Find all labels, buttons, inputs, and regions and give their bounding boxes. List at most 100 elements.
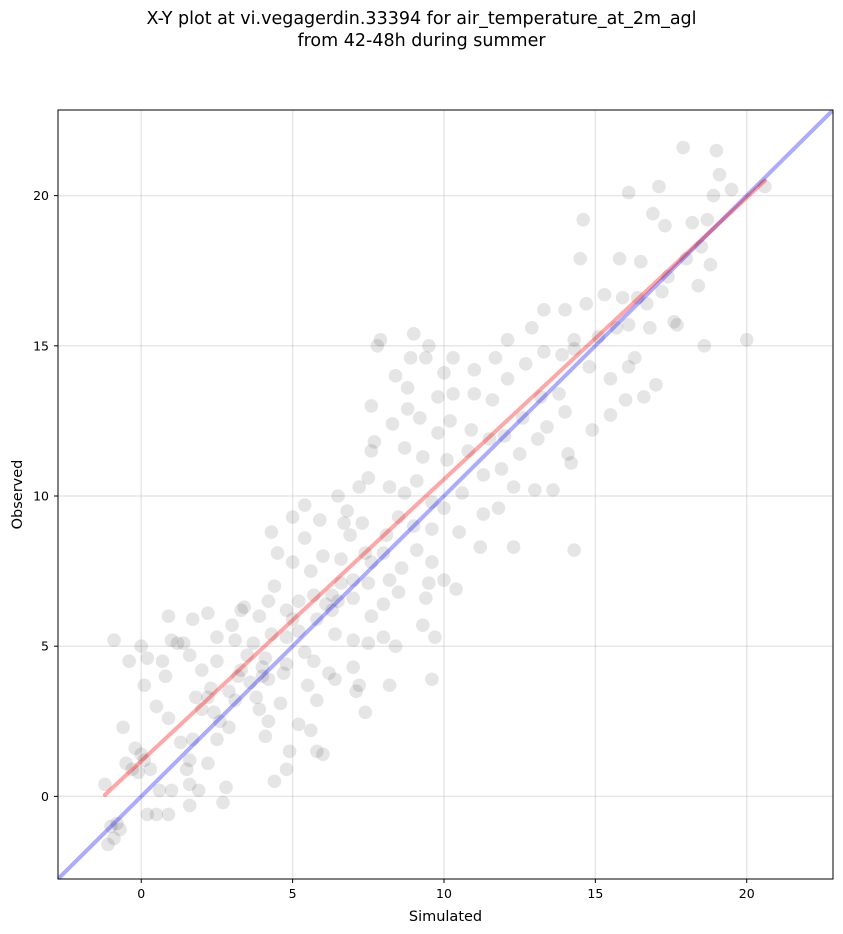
data-point: [258, 651, 273, 666]
data-point: [467, 387, 482, 401]
data-point: [261, 594, 276, 608]
data-point: [661, 269, 675, 284]
data-point: [364, 444, 379, 458]
data-point: [134, 747, 149, 762]
data-point: [364, 399, 379, 413]
data-point: [273, 696, 288, 711]
data-point: [255, 660, 270, 675]
data-point: [179, 762, 194, 777]
data-point: [346, 573, 360, 587]
data-point: [270, 546, 285, 560]
data-point: [137, 753, 152, 768]
data-point: [282, 744, 297, 759]
data-point: [352, 480, 367, 494]
data-point: [194, 663, 209, 678]
data-point: [107, 633, 121, 647]
data-point: [191, 783, 206, 798]
y-tick-label: 20: [33, 188, 49, 203]
data-point: [201, 756, 215, 771]
data-point: [279, 762, 294, 777]
data-point: [621, 185, 636, 200]
data-point: [612, 251, 627, 266]
data-point: [361, 636, 376, 650]
data-point: [394, 561, 409, 575]
data-point: [425, 522, 439, 536]
y-tick-label: 0: [41, 789, 49, 804]
data-point: [476, 468, 491, 482]
data-point: [724, 182, 739, 197]
data-point: [334, 576, 348, 590]
data-point: [346, 633, 360, 647]
data-point: [388, 639, 403, 653]
y-tick-label: 10: [33, 489, 49, 504]
data-point: [216, 795, 230, 810]
data-point: [328, 627, 342, 641]
data-point: [285, 555, 300, 569]
data-point: [376, 597, 391, 611]
data-point: [643, 320, 657, 335]
data-point: [170, 636, 185, 650]
data-point: [694, 239, 709, 254]
data-point: [546, 483, 560, 497]
data-point: [564, 456, 578, 470]
data-point: [706, 188, 721, 203]
data-point: [210, 654, 224, 669]
data-point: [316, 747, 330, 762]
data-point: [297, 531, 312, 545]
data-point: [579, 296, 594, 311]
data-point: [279, 603, 294, 617]
data-point: [201, 690, 215, 705]
data-point: [158, 669, 173, 684]
data-point: [222, 720, 236, 735]
x-tick-label: 5: [289, 886, 297, 901]
chart-title: X-Y plot at vi.vegagerdin.33394 for air_…: [0, 8, 843, 52]
data-point: [603, 372, 618, 386]
data-point: [409, 543, 424, 557]
data-point: [425, 495, 439, 509]
data-point: [388, 369, 403, 383]
data-point: [400, 402, 415, 416]
data-point: [621, 360, 636, 374]
y-tick-label: 5: [41, 639, 49, 654]
data-point: [358, 705, 373, 720]
x-tick-label: 10: [436, 886, 452, 901]
data-point: [149, 807, 164, 822]
data-point: [343, 528, 357, 542]
data-point: [555, 348, 569, 362]
data-point: [267, 579, 282, 593]
data-point: [228, 693, 242, 708]
data-point: [640, 296, 654, 311]
data-point: [537, 302, 551, 317]
data-point: [149, 699, 164, 714]
data-point: [446, 387, 460, 401]
data-point: [758, 179, 772, 194]
data-point: [152, 783, 167, 798]
data-point: [213, 714, 227, 729]
data-point: [558, 405, 572, 419]
data-point: [352, 678, 367, 693]
data-point: [340, 504, 354, 518]
data-point: [349, 684, 363, 699]
data-point: [425, 672, 439, 687]
data-point: [658, 218, 672, 233]
data-point: [355, 516, 370, 530]
data-point: [385, 417, 400, 431]
x-axis-label: Simulated: [409, 909, 482, 925]
data-point: [419, 591, 433, 605]
data-point: [443, 414, 457, 428]
data-point: [558, 302, 572, 317]
data-point: [331, 594, 345, 608]
data-point: [409, 474, 424, 488]
chart-title-line-1: X-Y plot at vi.vegagerdin.33394 for air_…: [146, 9, 697, 29]
data-point: [255, 669, 270, 684]
data-point: [334, 552, 348, 566]
data-point: [161, 609, 176, 623]
data-point: [264, 627, 279, 641]
data-point: [182, 648, 197, 663]
data-point: [506, 480, 521, 494]
data-point: [633, 254, 648, 269]
data-point: [709, 143, 724, 158]
data-point: [261, 672, 276, 687]
data-point: [134, 639, 149, 653]
data-point: [307, 588, 321, 602]
